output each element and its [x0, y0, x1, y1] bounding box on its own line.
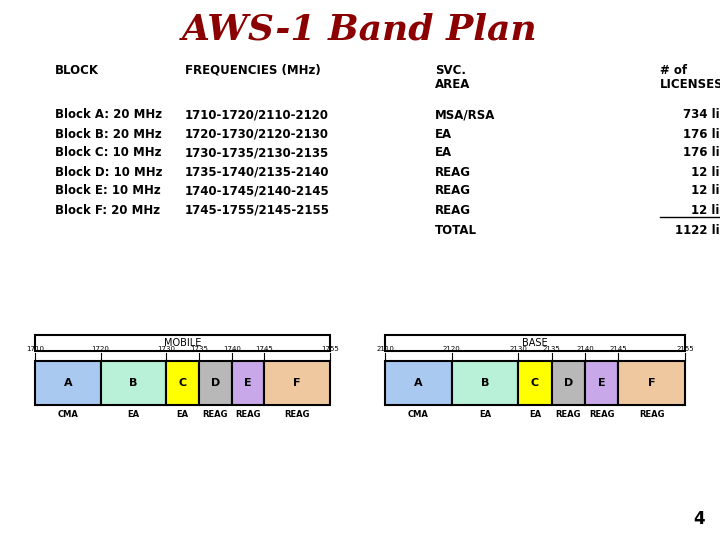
Text: 2140: 2140	[576, 346, 594, 352]
Text: 1735: 1735	[190, 346, 208, 352]
Bar	[35, 335, 330, 351]
Text: C: C	[531, 378, 539, 388]
Text: D: D	[564, 378, 573, 388]
Text: C: C	[179, 378, 186, 388]
Text: 1720-1730/2120-2130: 1720-1730/2120-2130	[185, 127, 329, 140]
Text: CMA: CMA	[408, 410, 429, 419]
Text: B: B	[129, 378, 138, 388]
Text: REAG: REAG	[235, 410, 261, 419]
Text: REAG: REAG	[589, 410, 614, 419]
Text: REAG: REAG	[556, 410, 581, 419]
Text: A: A	[414, 378, 423, 388]
Text: 2135: 2135	[543, 346, 561, 352]
Text: EA: EA	[176, 410, 189, 419]
Text: Block F: 20 MHz: Block F: 20 MHz	[55, 204, 160, 217]
Text: 12 licenses: 12 licenses	[687, 185, 720, 198]
Text: 1720: 1720	[91, 346, 109, 352]
Bar	[385, 335, 685, 351]
Text: BLOCK: BLOCK	[55, 64, 99, 77]
Text: 1740: 1740	[222, 346, 240, 352]
Text: REAG: REAG	[639, 410, 665, 419]
Text: LICENSES: LICENSES	[660, 78, 720, 91]
Text: Block E: 10 MHz: Block E: 10 MHz	[55, 185, 161, 198]
Text: A: A	[63, 378, 72, 388]
Text: 2120: 2120	[443, 346, 461, 352]
Text: 1745-1755/2145-2155: 1745-1755/2145-2155	[185, 204, 330, 217]
Text: # of: # of	[660, 64, 687, 77]
Text: 176 licenses: 176 licenses	[683, 127, 720, 140]
Bar	[451, 361, 518, 405]
Text: AWS-1 Band Plan: AWS-1 Band Plan	[182, 13, 538, 47]
Text: 1710-1720/2110-2120: 1710-1720/2110-2120	[185, 109, 329, 122]
Text: 734 licenses: 734 licenses	[683, 109, 720, 122]
Text: Block C: 10 MHz: Block C: 10 MHz	[55, 146, 161, 159]
Text: TOTAL: TOTAL	[435, 225, 477, 238]
Bar	[166, 361, 199, 405]
Text: 4: 4	[693, 510, 705, 528]
Bar	[585, 361, 618, 405]
Text: BASE: BASE	[522, 338, 548, 348]
Text: E: E	[244, 378, 252, 388]
Text: Block B: 20 MHz: Block B: 20 MHz	[55, 127, 162, 140]
Text: REAG: REAG	[435, 165, 471, 179]
Text: EA: EA	[127, 410, 140, 419]
Text: 2155: 2155	[676, 346, 694, 352]
Text: 2145: 2145	[610, 346, 627, 352]
Text: EA: EA	[435, 146, 452, 159]
Text: AREA: AREA	[435, 78, 470, 91]
Text: Block A: 20 MHz: Block A: 20 MHz	[55, 109, 162, 122]
Bar	[264, 361, 330, 405]
Text: F: F	[294, 378, 301, 388]
Text: 1122 licenses: 1122 licenses	[675, 225, 720, 238]
Text: EA: EA	[435, 127, 452, 140]
Text: B: B	[481, 378, 489, 388]
Bar	[618, 361, 685, 405]
Bar	[35, 361, 101, 405]
Text: E: E	[598, 378, 606, 388]
Text: 1735-1740/2135-2140: 1735-1740/2135-2140	[185, 165, 330, 179]
Text: 1745: 1745	[256, 346, 274, 352]
Text: FREQUENCIES (MHz): FREQUENCIES (MHz)	[185, 64, 320, 77]
Bar	[518, 361, 552, 405]
Text: CMA: CMA	[58, 410, 78, 419]
Text: D: D	[211, 378, 220, 388]
Bar	[199, 361, 232, 405]
Text: 1730-1735/2130-2135: 1730-1735/2130-2135	[185, 146, 329, 159]
Text: 2110: 2110	[376, 346, 394, 352]
Text: 1740-1745/2140-2145: 1740-1745/2140-2145	[185, 185, 330, 198]
Text: 2130: 2130	[509, 346, 527, 352]
Text: MOBILE: MOBILE	[164, 338, 201, 348]
Text: 176 licenses: 176 licenses	[683, 146, 720, 159]
Text: 12 licenses: 12 licenses	[691, 204, 720, 217]
Text: Block D: 10 MHz: Block D: 10 MHz	[55, 165, 163, 179]
Bar	[101, 361, 166, 405]
Bar	[232, 361, 264, 405]
Text: EA: EA	[479, 410, 491, 419]
Text: 12 licenses: 12 licenses	[687, 165, 720, 179]
Text: REAG: REAG	[435, 185, 471, 198]
Text: EA: EA	[529, 410, 541, 419]
Text: MSA/RSA: MSA/RSA	[435, 109, 495, 122]
Bar	[385, 361, 451, 405]
Text: SVC.: SVC.	[435, 64, 466, 77]
Text: 1710: 1710	[26, 346, 44, 352]
Text: 1755: 1755	[321, 346, 339, 352]
Text: REAG: REAG	[435, 204, 471, 217]
Text: REAG: REAG	[284, 410, 310, 419]
Text: REAG: REAG	[202, 410, 228, 419]
Text: 1730: 1730	[157, 346, 175, 352]
Text: F: F	[648, 378, 655, 388]
Bar	[552, 361, 585, 405]
